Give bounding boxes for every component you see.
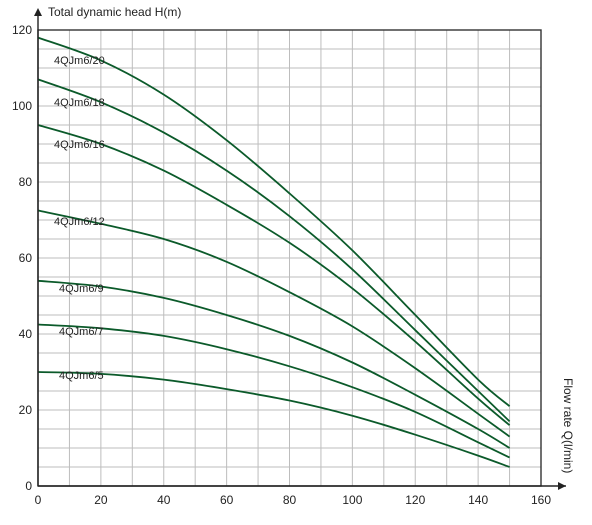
grid (37, 29, 542, 487)
y-tick-label: 60 (19, 251, 33, 265)
x-tick-label: 140 (468, 493, 488, 507)
x-axis-title: Flow rate Q(l/min) (561, 378, 575, 473)
series-line (37, 279, 511, 449)
series-labels: 4QJm6/20 4QJm6/18 4QJm6/16 4QJm6/12 4QJm6/9 4… (54, 55, 105, 382)
series-label: 4QJm6/7 (59, 326, 104, 338)
y-axis-arrow (34, 8, 42, 16)
x-tick-label: 60 (220, 493, 234, 507)
y-axis-title: Total dynamic head H(m) (48, 5, 181, 19)
tick-labels: 0 20 40 60 80 100 120 140 160 0 20 40 60 80 100 120 (12, 23, 551, 507)
series-line (37, 36, 511, 407)
y-tick-label: 100 (12, 99, 32, 113)
series-label: 4QJm6/20 (54, 55, 105, 67)
series-label: 4QJm6/18 (54, 97, 105, 109)
series-line (37, 78, 511, 423)
series-line (37, 124, 511, 426)
x-tick-label: 120 (405, 493, 425, 507)
series-label: 4QJm6/9 (59, 283, 104, 295)
x-tick-label: 40 (157, 493, 171, 507)
x-tick-label: 100 (342, 493, 362, 507)
series-line (37, 209, 511, 438)
y-tick-label: 80 (19, 175, 33, 189)
x-tick-label: 160 (531, 493, 551, 507)
x-tick-label: 0 (35, 493, 42, 507)
y-tick-label: 120 (12, 23, 32, 37)
series-line (37, 323, 510, 459)
y-tick-label: 40 (19, 327, 33, 341)
series-lines (37, 36, 511, 468)
y-tick-label: 0 (25, 479, 32, 493)
y-tick-label: 20 (19, 403, 33, 417)
series-label: 4QJm6/5 (59, 370, 104, 382)
series-label: 4QJm6/16 (54, 139, 105, 151)
series-line (37, 371, 510, 468)
axes (34, 8, 566, 490)
series-label: 4QJm6/12 (54, 216, 105, 228)
x-tick-label: 80 (283, 493, 297, 507)
x-axis-arrow (558, 482, 566, 490)
x-tick-label: 20 (94, 493, 108, 507)
